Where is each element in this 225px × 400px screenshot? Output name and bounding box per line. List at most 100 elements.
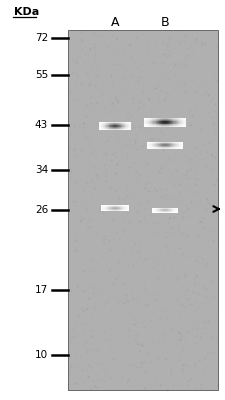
Bar	[123, 205, 124, 206]
Bar	[107, 123, 108, 124]
Bar	[104, 208, 105, 209]
Bar	[121, 127, 122, 128]
Bar	[180, 123, 181, 124]
Bar	[125, 206, 126, 207]
Bar	[121, 208, 122, 209]
Bar	[129, 124, 130, 125]
Bar	[172, 118, 173, 119]
Bar	[182, 147, 183, 148]
Bar	[113, 125, 114, 126]
Bar	[160, 144, 162, 145]
Bar	[172, 144, 173, 145]
Bar	[112, 122, 113, 123]
Bar	[104, 122, 105, 123]
Bar	[162, 124, 163, 125]
Bar	[127, 123, 128, 124]
Bar	[126, 127, 127, 128]
Bar	[112, 127, 113, 128]
Bar	[171, 143, 172, 144]
Bar	[109, 122, 110, 123]
Bar	[182, 121, 183, 122]
Bar	[102, 208, 103, 209]
Bar	[106, 206, 107, 207]
Bar	[159, 208, 160, 209]
Text: KDa: KDa	[14, 7, 39, 17]
Bar	[104, 209, 105, 210]
Bar	[177, 119, 178, 120]
Bar	[126, 205, 127, 206]
Bar	[109, 207, 110, 208]
Bar	[129, 129, 130, 130]
Bar	[165, 145, 166, 146]
Bar	[157, 208, 158, 209]
Bar	[149, 125, 150, 126]
Bar	[169, 211, 170, 212]
Bar	[129, 125, 130, 126]
Bar	[160, 121, 161, 122]
Bar	[173, 143, 174, 144]
Bar	[109, 125, 110, 126]
Bar	[105, 128, 106, 129]
Bar	[157, 147, 158, 148]
Bar	[115, 122, 116, 123]
Bar	[166, 122, 167, 123]
Bar	[128, 123, 129, 124]
Bar	[170, 211, 171, 212]
Bar	[112, 126, 113, 127]
Bar	[172, 124, 173, 125]
Bar	[117, 124, 118, 125]
Bar	[172, 212, 173, 213]
Bar	[153, 120, 155, 121]
Bar	[152, 120, 153, 121]
Bar	[125, 128, 126, 129]
Bar	[177, 122, 178, 123]
Bar	[127, 208, 128, 209]
Bar	[146, 120, 147, 121]
Bar	[185, 122, 186, 123]
Bar	[122, 210, 123, 211]
Bar	[103, 125, 104, 126]
Bar	[101, 125, 102, 126]
Bar	[156, 142, 157, 143]
Bar	[161, 119, 162, 120]
Bar	[103, 129, 104, 130]
Bar	[153, 119, 155, 120]
Bar	[166, 143, 167, 144]
Bar	[121, 125, 122, 126]
Bar	[101, 122, 102, 123]
Bar	[179, 147, 180, 148]
Bar	[102, 122, 103, 123]
Bar	[100, 127, 101, 128]
Bar	[172, 143, 173, 144]
Bar	[101, 205, 102, 206]
Bar	[105, 129, 106, 130]
Bar	[171, 211, 172, 212]
Bar	[181, 147, 182, 148]
Bar	[162, 125, 163, 126]
Bar	[168, 147, 169, 148]
Bar	[155, 209, 156, 210]
Bar	[117, 208, 118, 209]
Bar	[105, 125, 106, 126]
Bar	[127, 209, 128, 210]
Bar	[177, 208, 178, 209]
Bar	[171, 146, 172, 147]
Bar	[111, 206, 112, 207]
Bar	[162, 145, 163, 146]
Bar	[117, 208, 118, 209]
Bar	[179, 145, 180, 146]
Bar	[162, 147, 163, 148]
Bar	[124, 205, 125, 206]
Bar	[168, 147, 169, 148]
Bar	[112, 127, 113, 128]
Bar	[119, 124, 120, 125]
Bar	[123, 207, 124, 208]
Bar	[111, 129, 112, 130]
Bar	[103, 127, 104, 128]
Bar	[164, 122, 165, 123]
Bar	[161, 147, 162, 148]
Bar	[157, 209, 158, 210]
Bar	[155, 143, 156, 144]
Bar	[175, 212, 176, 213]
Bar	[176, 145, 177, 146]
